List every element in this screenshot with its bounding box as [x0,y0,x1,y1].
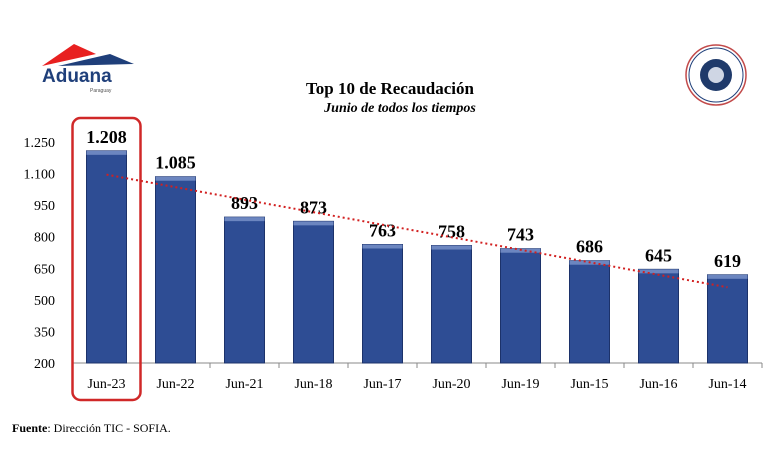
bar-Jun-21 [224,216,265,364]
data-label: 619 [714,251,741,271]
bar-top-highlight [86,150,127,155]
data-label: 645 [645,245,672,265]
bar-Jun-23 [86,150,127,364]
bar-top-highlight [431,245,472,250]
x-tick-label: Jun-16 [639,377,677,392]
y-tick-label: 500 [34,294,55,309]
trend-line [106,173,728,289]
x-tick-label: Jun-23 [87,377,125,392]
data-label: 686 [576,237,603,257]
x-tick-label: Jun-21 [225,377,263,392]
y-tick-label: 350 [34,325,55,340]
bar-top-highlight [638,269,679,274]
bar-top-highlight [707,274,748,279]
x-tick-label: Jun-22 [156,377,194,392]
source-text: : Dirección TIC - SOFIA. [47,421,171,435]
x-tick-label: Jun-14 [708,377,746,392]
y-tick-label: 950 [34,199,55,214]
data-label: 758 [438,222,465,242]
x-tick-label: Jun-19 [501,377,539,392]
data-label: 743 [507,225,534,245]
y-tick-label: 1.100 [24,168,56,183]
bar-Jun-14 [707,274,748,364]
y-tick-label: 200 [34,357,55,372]
data-label: 1.208 [86,127,127,147]
bar-top-highlight [155,176,196,181]
x-tick-label: Jun-15 [570,377,608,392]
highlight-box [71,116,142,402]
source-label: Fuente [12,421,48,435]
source-note: Fuente: Dirección TIC - SOFIA. [12,421,171,436]
data-label: 893 [231,193,258,213]
bar-top-highlight [362,244,403,249]
chart-subtitle: Junio de todos los tiempos [324,101,476,116]
bar-Jun-15 [569,260,610,364]
logo-name: Aduana [42,66,112,87]
chart-title: Top 10 de Recaudación [306,79,474,98]
bar-Jun-16 [638,268,679,364]
x-tick-label: Jun-17 [363,377,401,392]
y-tick-label: 1.250 [24,136,56,151]
bar-top-highlight [224,217,265,222]
x-tick-label: Jun-20 [432,377,470,392]
y-tick-label: 800 [34,231,55,246]
logo-subtitle: Paraguay [90,88,112,94]
data-label: 873 [300,197,327,217]
bar-Jun-22 [155,176,196,364]
aduana-logo-icon [42,44,134,66]
bar-Jun-17 [362,244,403,364]
bar-Jun-18 [293,220,334,364]
bar-Jun-19 [500,248,541,364]
bar-Jun-20 [431,245,472,364]
bar-top-highlight [293,221,334,226]
data-label: 763 [369,221,396,241]
data-label: 1.085 [155,153,196,173]
x-tick-label: Jun-18 [294,377,332,392]
aduana-seal-icon [685,44,747,106]
y-tick-label: 650 [34,262,55,277]
